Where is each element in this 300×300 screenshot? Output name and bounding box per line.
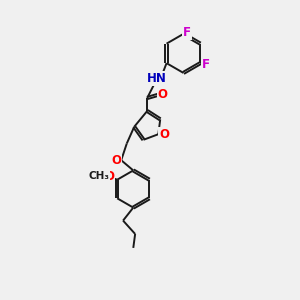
Text: F: F bbox=[183, 26, 191, 40]
Text: O: O bbox=[104, 170, 114, 183]
Text: F: F bbox=[202, 58, 210, 70]
Text: O: O bbox=[159, 128, 169, 141]
Text: methoxy: methoxy bbox=[98, 176, 104, 177]
Text: CH₃: CH₃ bbox=[88, 171, 109, 181]
Text: O: O bbox=[111, 154, 121, 167]
Text: O: O bbox=[158, 88, 167, 101]
Text: HN: HN bbox=[147, 72, 166, 85]
